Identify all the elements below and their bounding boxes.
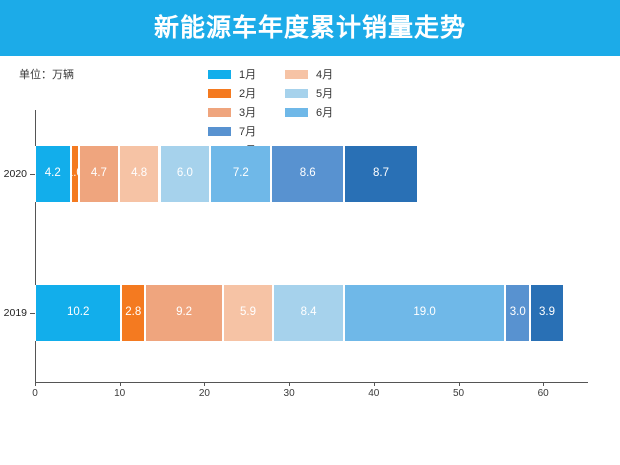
bar-segment-3月[interactable]: 9.2 [145,285,224,341]
x-axis-tick [458,382,460,386]
legend-column: 1月 2月 3月 [208,66,285,123]
bar-segment-7月[interactable]: 8.6 [271,146,345,202]
legend-swatch-icon [285,107,308,117]
bar-segment-1月[interactable]: 10.2 [35,285,122,341]
bar-segment-value: 1.0 [72,167,78,180]
y-axis-tick [30,313,35,314]
bar-segment-value: 10.2 [67,306,90,319]
legend-item-2月[interactable]: 2月 [208,85,285,101]
bar-segment-5月[interactable]: 6.0 [159,146,211,202]
stacked-bar-2019: 10.2 2.8 9.2 5.9 8.4 19.0 3.0 3.9 [0,285,600,341]
bar-segment-3月[interactable]: 4.7 [79,146,119,202]
bar-segment-value: 8.6 [299,167,316,180]
x-axis-tick-label: 10 [114,388,126,399]
bar-segment-1月[interactable]: 4.2 [35,146,71,202]
legend-label: 5月 [316,88,334,100]
bar-segment-8月[interactable]: 8.7 [344,146,418,202]
page-title: 新能源车年度累计销量走势 [153,13,466,42]
title-banner: 新能源车年度累计销量走势 [0,0,620,56]
x-axis-tick [35,382,36,386]
legend-item-6月[interactable]: 6月 [285,104,362,120]
bar-segment-value: 7.2 [232,167,249,180]
legend-label: 4月 [316,69,334,81]
x-axis-tick [289,382,291,386]
legend-swatch-icon [208,69,231,79]
legend-item-7月[interactable]: 7月 [208,123,285,139]
x-axis-tick [204,382,206,386]
bar-segment-value: 8.7 [372,167,389,180]
bar-segment-value: 4.7 [90,167,107,180]
legend-item-1月[interactable]: 1月 [208,66,285,82]
legend-swatch-icon [208,126,231,136]
bar-segment-6月[interactable]: 19.0 [344,285,506,341]
legend-label: 6月 [316,107,334,119]
bar-segment-7月[interactable]: 3.0 [505,285,531,341]
unit-note: 单位：万辆 [19,69,74,81]
y-axis-tick [30,174,35,175]
bar-segment-4月[interactable]: 4.8 [118,146,160,202]
bar-segment-value: 6.0 [176,167,193,180]
plot-area: 0 10 20 30 40 50 60 2020 4.2 1.0 4.7 4.8 6.0 7.2 8.6 8.… [0,110,620,410]
bar-segment-value: 3.0 [509,306,526,319]
bar-segment-value: 8.4 [300,306,317,319]
x-axis-tick-label: 40 [368,388,380,399]
bar-segment-4月[interactable]: 5.9 [223,285,273,341]
bar-segment-value: 4.8 [131,167,148,180]
bar-segment-value: 2.8 [125,306,142,319]
bar-segment-value: 5.9 [240,306,257,319]
legend-label: 2月 [239,88,257,100]
x-axis-tick-label: 60 [537,388,549,399]
y-axis-line [35,110,36,382]
y-axis-category-label: 2020 [3,168,27,180]
bar-segment-6月[interactable]: 7.2 [210,146,272,202]
x-axis-tick [119,382,121,386]
bar-segment-value: 4.2 [44,167,61,180]
x-axis-tick-label: 50 [452,388,465,399]
legend-swatch-icon [285,88,308,98]
y-axis-category-label: 2019 [3,307,27,319]
legend-column: 4月 5月 6月 [285,66,362,123]
legend-item-5月[interactable]: 5月 [285,85,362,101]
x-axis-tick [373,382,375,386]
legend-swatch-icon [285,69,308,79]
legend-swatch-icon [208,107,231,117]
bar-segment-5月[interactable]: 8.4 [273,285,345,341]
bar-segment-value: 3.9 [539,306,555,319]
stacked-bar-2020: 4.2 1.0 4.7 4.8 6.0 7.2 8.6 8.7 [0,146,600,202]
x-axis-tick [543,382,545,386]
legend-label: 3月 [239,107,257,119]
bar-segment-8月[interactable]: 3.9 [530,285,564,341]
bar-segment-value: 9.2 [176,306,193,319]
bar-segment-2月[interactable]: 2.8 [121,285,146,341]
x-axis-tick-label: 20 [198,388,210,399]
chart-legend: 1月2月3月4月5月6月7月8月 [208,66,438,161]
legend-label: 7月 [239,126,257,138]
legend-item-4月[interactable]: 4月 [285,66,362,82]
legend-label: 1月 [239,69,257,81]
bar-segment-2月[interactable]: 1.0 [70,146,80,202]
x-axis-tick-label: 30 [283,388,295,399]
x-axis-line [35,382,588,383]
x-axis-tick-label: 0 [32,388,38,399]
legend-item-3月[interactable]: 3月 [208,104,285,120]
legend-swatch-icon [208,88,231,98]
bar-segment-value: 19.0 [413,306,436,319]
